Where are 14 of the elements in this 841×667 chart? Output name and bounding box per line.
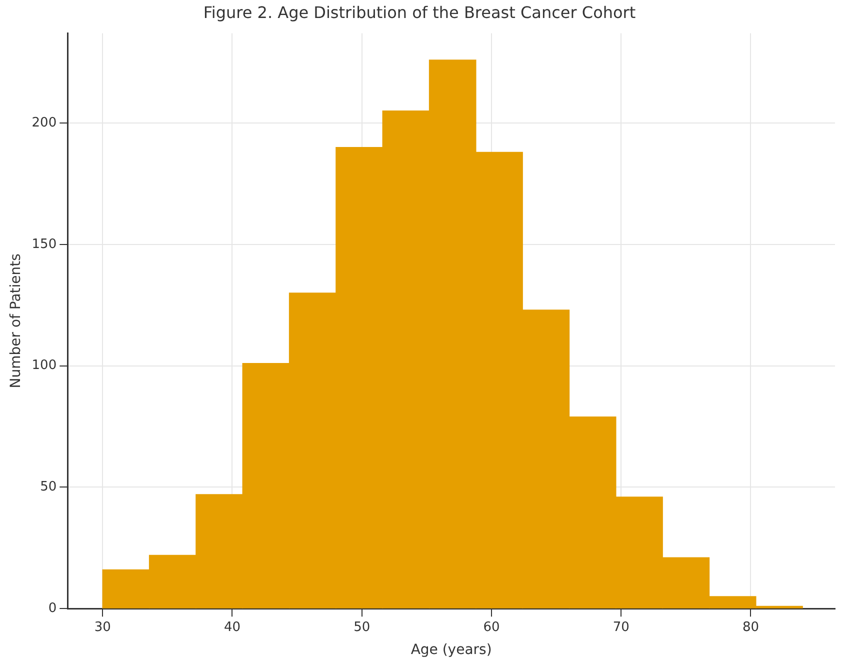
x-tick-label: 50 [354,620,370,635]
y-tick-label: 0 [48,600,57,616]
y-tick-label: 50 [40,480,57,495]
x-tick-label: 40 [224,620,241,635]
chart-title: Figure 2. Age Distribution of the Breast Cancer Cohort [203,2,636,22]
x-axis-title: Age (years) [410,642,492,658]
x-tick-label: 30 [94,620,111,635]
x-tick-label: 70 [612,620,630,635]
y-tick-label: 150 [32,236,57,252]
x-tick-label: 80 [742,620,760,635]
y-axis-title: Number of Patients [8,254,24,388]
y-tick-label: 200 [32,115,57,130]
y-tick-label: 100 [32,358,57,374]
x-tick-label: 60 [483,620,500,635]
